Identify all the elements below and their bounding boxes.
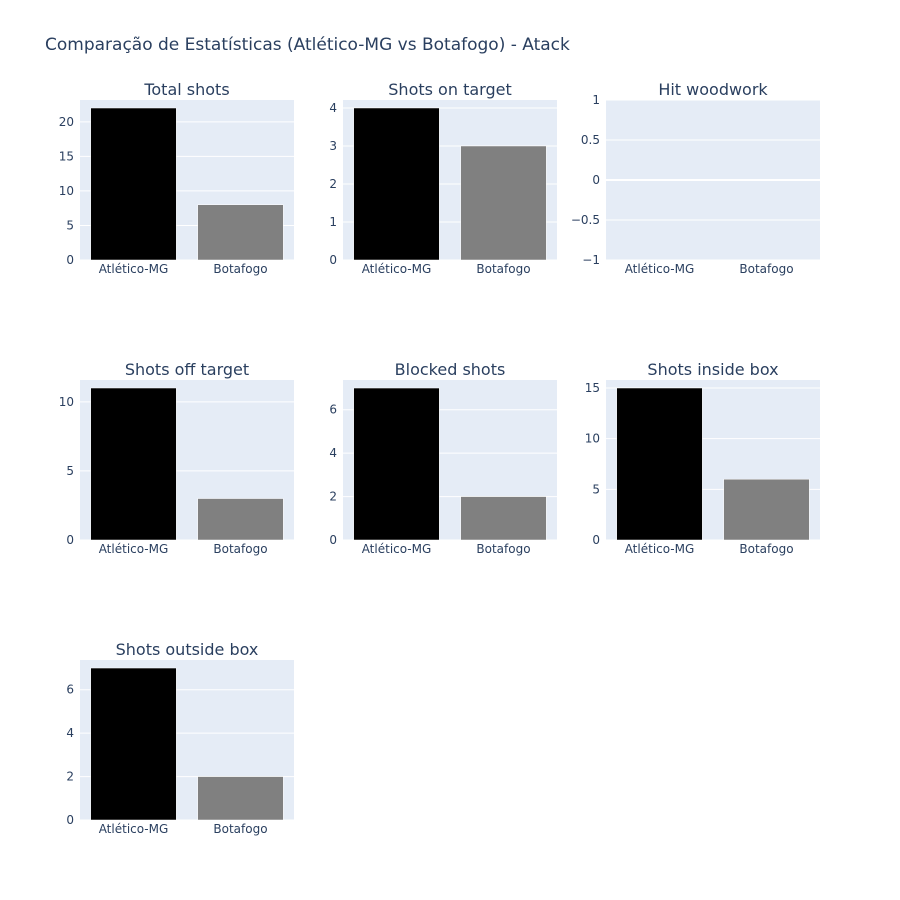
y-tick-label: 10 xyxy=(585,432,600,446)
bar-atletico-mg xyxy=(90,667,177,821)
subplot-shots-on-target: 0 1 2 3 4 Atlético-MG Botafogo Shots on target xyxy=(329,80,557,276)
x-tick-label: Botafogo xyxy=(739,542,793,556)
bar-botafogo xyxy=(197,776,284,821)
subplot-title: Blocked shots xyxy=(395,360,506,379)
x-tick-label: Atlético-MG xyxy=(625,262,695,276)
x-tick-label: Atlético-MG xyxy=(362,262,432,276)
subplot-total-shots: 0 5 10 15 20 Atlético-MG Botafogo Total shots xyxy=(59,80,294,276)
y-tick-label: −1 xyxy=(582,253,600,267)
y-tick-label: 0 xyxy=(329,253,337,267)
bar-botafogo xyxy=(197,498,284,541)
y-tick-label: 4 xyxy=(329,101,337,115)
subplot-title: Total shots xyxy=(143,80,229,99)
y-tick-label: 2 xyxy=(329,177,337,191)
y-tick-label: 1 xyxy=(592,93,600,107)
subplot-shots-outside-box: 0 2 4 6 Atlético-MG Botafogo Shots outside box xyxy=(66,640,294,836)
x-tick-label: Atlético-MG xyxy=(99,822,169,836)
y-tick-label: 2 xyxy=(66,770,74,784)
subplot-title: Shots outside box xyxy=(116,640,259,659)
y-tick-label: 3 xyxy=(329,139,337,153)
subplot-shots-inside-box: 0 5 10 15 Atlético-MG Botafogo Shots inside bo… xyxy=(585,360,820,556)
y-tick-label: 0 xyxy=(66,813,74,827)
y-tick-label: 0 xyxy=(329,533,337,547)
x-tick-label: Atlético-MG xyxy=(99,542,169,556)
y-tick-label: 2 xyxy=(329,490,337,504)
x-tick-label: Botafogo xyxy=(739,262,793,276)
bar-atletico-mg xyxy=(90,107,177,261)
subplot-shots-off-target: 0 5 10 Atlético-MG Botafogo Shots off target xyxy=(59,360,294,556)
y-tick-label: 5 xyxy=(592,482,600,496)
subplot-title: Shots off target xyxy=(125,360,249,379)
y-tick-label: 5 xyxy=(66,464,74,478)
bar-atletico-mg xyxy=(353,387,440,541)
y-tick-label: 4 xyxy=(329,446,337,460)
x-tick-label: Botafogo xyxy=(213,822,267,836)
y-tick-label: 10 xyxy=(59,395,74,409)
y-tick-label: 5 xyxy=(66,218,74,232)
x-tick-label: Botafogo xyxy=(476,262,530,276)
y-tick-label: 20 xyxy=(59,115,74,129)
bar-botafogo xyxy=(460,496,547,541)
subplot-title: Hit woodwork xyxy=(658,80,768,99)
y-tick-label: 0 xyxy=(66,253,74,267)
y-tick-label: 15 xyxy=(585,381,600,395)
y-tick-label: 0.5 xyxy=(581,133,600,147)
x-tick-label: Botafogo xyxy=(476,542,530,556)
y-tick-label: 6 xyxy=(329,403,337,417)
bar-botafogo xyxy=(460,145,547,261)
bar-botafogo xyxy=(197,204,284,261)
y-tick-label: 4 xyxy=(66,726,74,740)
bar-atletico-mg xyxy=(616,387,703,541)
y-tick-label: 6 xyxy=(66,683,74,697)
x-tick-label: Atlético-MG xyxy=(362,542,432,556)
y-tick-label: 1 xyxy=(329,215,337,229)
x-tick-label: Botafogo xyxy=(213,542,267,556)
bar-atletico-mg xyxy=(90,387,177,541)
y-tick-label: 0 xyxy=(592,533,600,547)
x-tick-label: Atlético-MG xyxy=(625,542,695,556)
bar-atletico-mg xyxy=(353,107,440,261)
y-tick-label: 15 xyxy=(59,149,74,163)
bar-botafogo xyxy=(723,478,810,541)
subplot-title: Shots inside box xyxy=(647,360,778,379)
y-tick-label: −0.5 xyxy=(571,213,600,227)
y-tick-label: 10 xyxy=(59,184,74,198)
figure-title: Comparação de Estatísticas (Atlético-MG … xyxy=(45,35,570,55)
y-tick-label: 0 xyxy=(592,173,600,187)
subplot-blocked-shots: 0 2 4 6 Atlético-MG Botafogo Blocked shots xyxy=(329,360,557,556)
x-tick-label: Atlético-MG xyxy=(99,262,169,276)
subplot-hit-woodwork: −1 −0.5 0 0.5 1 Atlético-MG Botafogo Hit woodwo… xyxy=(571,80,820,276)
x-tick-label: Botafogo xyxy=(213,262,267,276)
subplot-title: Shots on target xyxy=(388,80,511,99)
y-tick-label: 0 xyxy=(66,533,74,547)
